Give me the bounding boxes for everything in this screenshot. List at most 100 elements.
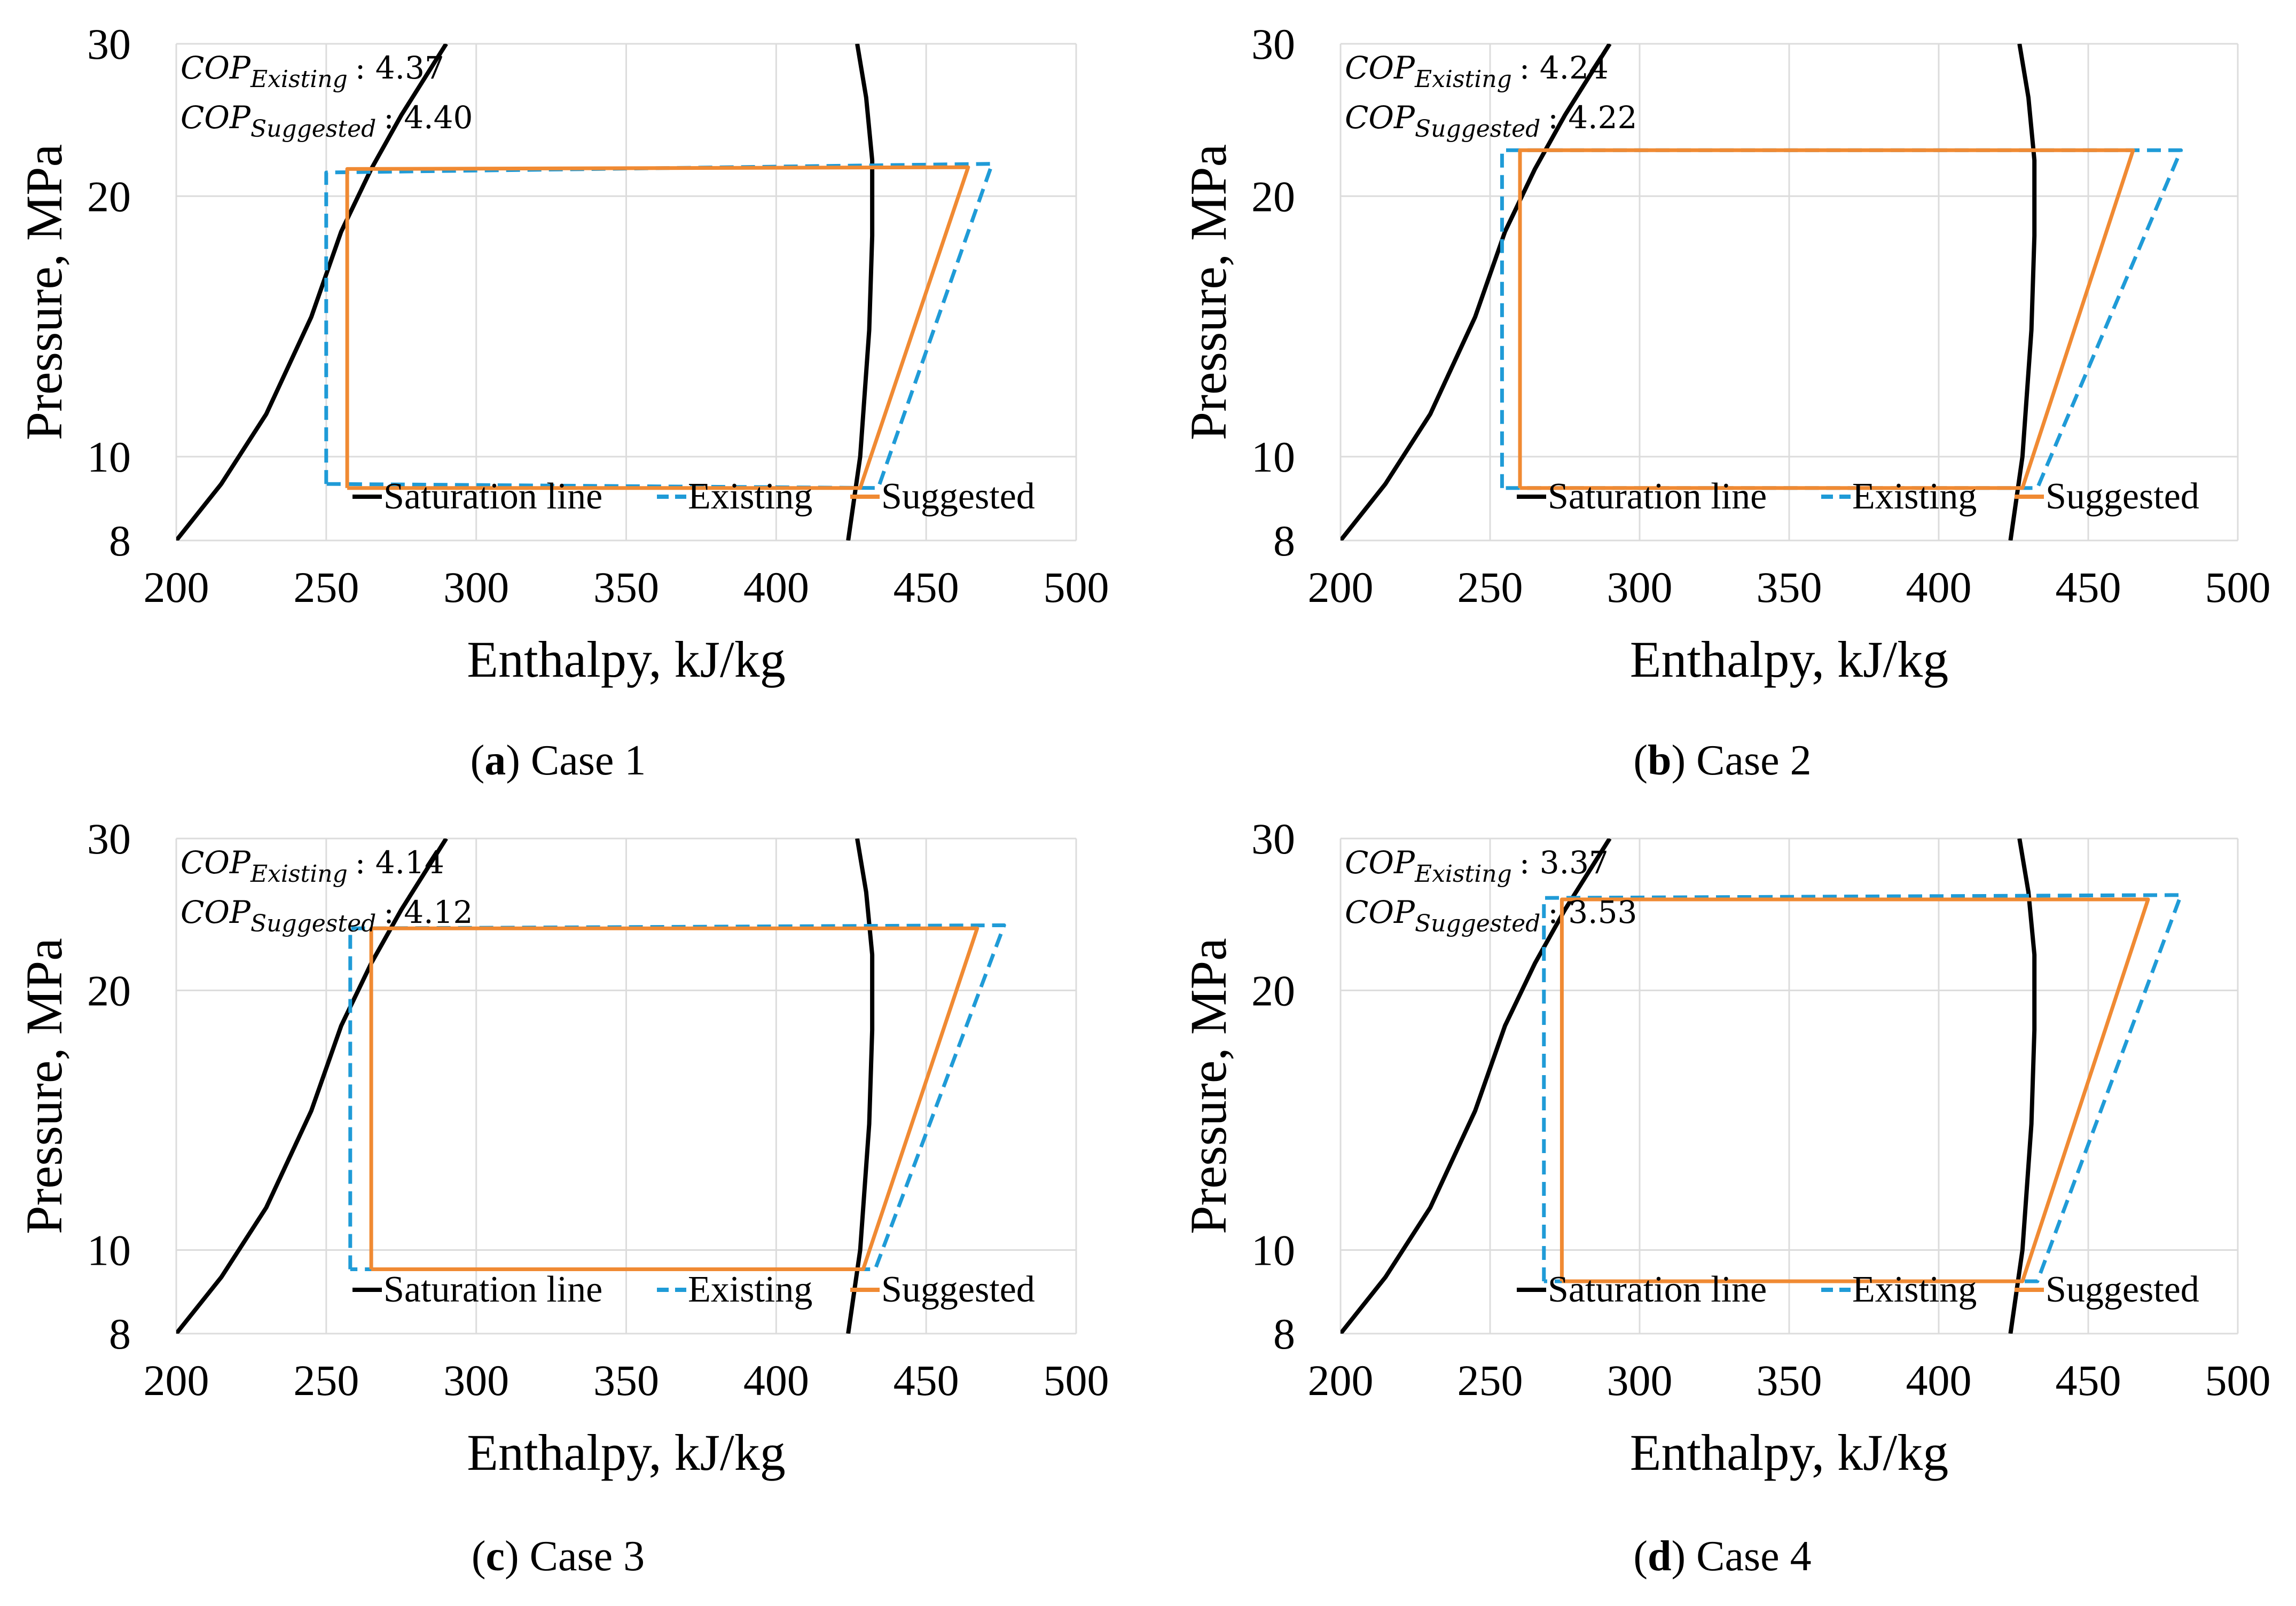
cop-existing-label: COP [1345, 50, 1415, 86]
legend-existing-label: Existing [1852, 476, 1977, 517]
x-tick-label: 450 [2056, 563, 2121, 612]
x-tick-label: 400 [1906, 1356, 1972, 1405]
x-axis-title: Enthalpy, kJ/kg [1630, 1424, 1948, 1481]
legend-saturation-label: Saturation line [1548, 476, 1767, 517]
y-tick-label: 10 [87, 1226, 131, 1275]
plot-area [1341, 44, 2183, 540]
plot-area [1341, 839, 2183, 1334]
cop-suggested-value: : 4.22 [1548, 99, 1637, 136]
y-tick-label: 20 [87, 172, 131, 221]
x-axis-title: Enthalpy, kJ/kg [1630, 631, 1948, 688]
cop-existing-annotation: COPExisting: 3.37 [1345, 844, 1609, 888]
cop-existing-annotation: COPExisting: 4.37 [181, 50, 444, 93]
x-tick-label: 250 [1457, 563, 1523, 612]
chart-panel-a: 200 250 300 350 400 450 500 8 10 20 30 Enthalpy, kJ… [15, 20, 1109, 784]
x-tick-label: 500 [2205, 563, 2271, 612]
x-tick-label: 400 [743, 563, 809, 612]
panel-caption: (c) Case 3 [472, 1533, 645, 1580]
y-axis-title: Pressure, MPa [1180, 144, 1237, 441]
y-tick-label: 30 [1251, 814, 1295, 863]
x-tick-label: 250 [293, 1356, 359, 1405]
chart-panel-b: 200 250 300 350 400 450 500 8 10 20 30 Enthalpy, kJ… [1180, 20, 2271, 784]
caption-letter: b [1648, 737, 1672, 784]
cop-existing-annotation: COPExisting : 4.24 [1345, 50, 1609, 93]
legend-saturation-label: Saturation line [383, 476, 602, 517]
saturation-vapor-line [846, 839, 875, 1334]
cop-suggested-annotation: COPSuggested: 4.40 [181, 99, 473, 143]
x-tick-label: 350 [1757, 1356, 1822, 1405]
x-tick-label: 500 [2205, 1356, 2271, 1405]
suggested-cycle-line [345, 165, 970, 490]
x-tick-label: 250 [293, 563, 359, 612]
x-tick-label: 350 [1757, 563, 1822, 612]
cop-suggested-annotation: COPSuggested: 3.53 [1345, 894, 1637, 937]
cop-suggested-annotation: COPSuggested: 4.22 [1345, 99, 1637, 143]
y-tick-label: 20 [87, 966, 131, 1015]
plot-area [176, 839, 1006, 1334]
cop-suggested-sub: Suggested [1415, 910, 1540, 937]
cop-suggested-label: COP [1345, 894, 1415, 930]
legend-saturation-label: Saturation line [383, 1269, 602, 1310]
cop-existing-sub: Existing [1414, 66, 1512, 93]
y-tick-label: 8 [109, 516, 131, 565]
saturation-vapor-line [846, 44, 875, 540]
caption-text: ) Case 3 [505, 1533, 645, 1580]
caption-open-paren: ( [472, 1533, 486, 1580]
caption-text: ) Case 2 [1671, 737, 1811, 784]
y-tick-label: 10 [87, 433, 131, 481]
legend-suggested-label: Suggested [2046, 1269, 2199, 1310]
y-tick-label: 10 [1251, 433, 1295, 481]
plot-area [176, 44, 994, 540]
cop-existing-label: COP [181, 50, 251, 86]
x-tick-label: 200 [1308, 563, 1374, 612]
x-tick-label: 450 [2056, 1356, 2121, 1405]
x-tick-label: 200 [144, 563, 209, 612]
cop-existing-sub: Existing [1414, 860, 1512, 888]
cop-existing-value: : 4.24 [1519, 50, 1609, 86]
x-axis-title: Enthalpy, kJ/kg [467, 1424, 785, 1481]
existing-cycle-line [324, 162, 994, 490]
y-axis-title: Pressure, MPa [1180, 938, 1237, 1234]
x-tick-label: 500 [1044, 563, 1109, 612]
suggested-cycle-line [1560, 897, 2150, 1283]
cop-existing-annotation: COPExisting: 4.14 [181, 844, 444, 888]
x-tick-label: 250 [1457, 1356, 1523, 1405]
y-tick-label: 8 [1273, 516, 1295, 565]
saturation-liquid-line [176, 839, 448, 1334]
y-tick-label: 20 [1251, 966, 1295, 1015]
x-tick-label: 300 [1607, 1356, 1673, 1405]
legend-suggested-label: Suggested [2046, 476, 2199, 517]
panel-caption: (d) Case 4 [1633, 1533, 1811, 1580]
legend-suggested-label: Suggested [881, 476, 1035, 517]
x-axis-title: Enthalpy, kJ/kg [467, 631, 785, 688]
x-tick-label: 300 [443, 1356, 509, 1405]
cop-existing-label: COP [181, 844, 251, 881]
caption-text: ) Case 1 [506, 737, 646, 784]
cop-suggested-sub: Suggested [1415, 115, 1540, 143]
cop-suggested-label: COP [181, 894, 251, 930]
x-tick-label: 450 [894, 1356, 959, 1405]
cop-suggested-sub: Suggested [250, 115, 376, 143]
y-tick-label: 8 [109, 1310, 131, 1358]
y-axis-title: Pressure, MPa [15, 938, 73, 1234]
suggested-cycle-line [1518, 148, 2135, 490]
x-tick-label: 200 [144, 1356, 209, 1405]
panel-caption: (b) Case 2 [1633, 737, 1811, 784]
saturation-liquid-line [176, 44, 448, 540]
x-tick-label: 300 [1607, 563, 1673, 612]
caption-letter: a [484, 737, 506, 784]
legend-existing-label: Existing [1852, 1269, 1977, 1310]
saturation-vapor-line [2008, 44, 2037, 540]
cop-existing-value: : 3.37 [1519, 844, 1609, 881]
y-tick-label: 20 [1251, 172, 1295, 221]
x-tick-label: 400 [743, 1356, 809, 1405]
x-tick-label: 350 [593, 1356, 659, 1405]
existing-cycle-line [348, 923, 1006, 1271]
x-tick-label: 400 [1906, 563, 1972, 612]
caption-open-paren: ( [1633, 1533, 1648, 1580]
cop-existing-value: : 4.14 [355, 844, 444, 881]
caption-open-paren: ( [1633, 737, 1648, 784]
cop-existing-value: : 4.37 [355, 50, 444, 86]
cop-existing-label: COP [1345, 844, 1415, 881]
saturation-liquid-line [1341, 44, 1612, 540]
